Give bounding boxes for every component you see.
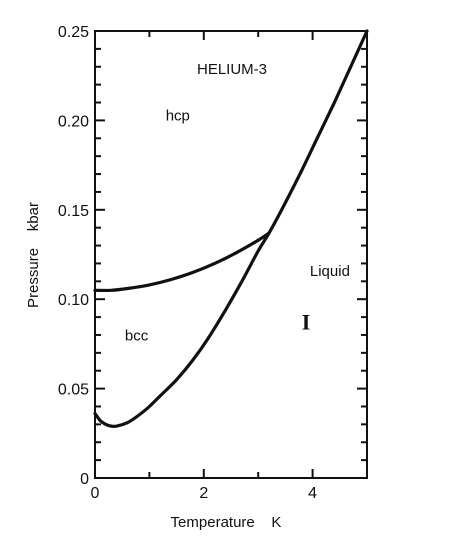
- y-tick-label: 0.15: [58, 203, 89, 220]
- x-tick-label: 2: [199, 485, 208, 502]
- label-bcc: bcc: [125, 327, 149, 344]
- y-axis-ticks: 0 0.05 0.10 0.15 0.20 0.25: [58, 24, 367, 488]
- x-axis-title: Temperature K: [171, 514, 282, 531]
- y-tick-label: 0.25: [58, 24, 89, 41]
- plot-border: [94, 30, 368, 479]
- y-tick-label: 0.20: [58, 113, 89, 130]
- y-tick-label: 0: [80, 471, 89, 488]
- label-liquid: Liquid: [310, 263, 350, 280]
- melting-curve: [93, 29, 369, 429]
- plot-frame: [94, 30, 368, 479]
- region-labels: hcp bcc Liquid I: [125, 107, 350, 344]
- phase-boundary-curves: [93, 29, 369, 429]
- bcc-hcp-boundary: [93, 231, 271, 293]
- y-axis-title: Pressure kbar: [25, 202, 42, 308]
- label-hcp: hcp: [166, 107, 190, 124]
- x-tick-label: 0: [91, 485, 100, 502]
- y-tick-label: 0.10: [58, 292, 89, 309]
- x-tick-label: 4: [308, 485, 317, 502]
- chart-title: HELIUM-3: [197, 61, 267, 78]
- y-tick-label: 0.05: [58, 382, 89, 399]
- label-liquid-roman: I: [302, 310, 311, 335]
